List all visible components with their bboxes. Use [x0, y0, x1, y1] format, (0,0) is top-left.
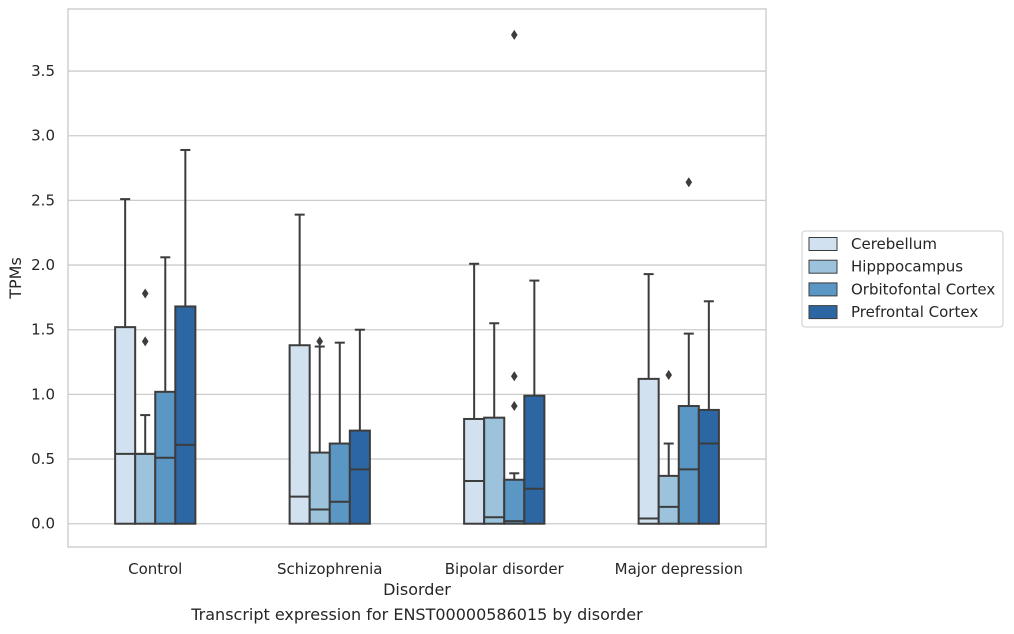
- box-group: [114, 198, 137, 525]
- x-tick-labels: Control Schizophrenia Bipolar disorder Majo…: [128, 560, 743, 578]
- box-group: [657, 369, 680, 525]
- box-group: [174, 148, 197, 525]
- box: [677, 405, 700, 525]
- box-group: [483, 322, 506, 525]
- box: [697, 408, 720, 525]
- legend-swatch: [808, 305, 838, 320]
- box: [288, 344, 311, 525]
- box-group: [637, 273, 660, 525]
- outlier-point: [665, 369, 673, 380]
- y-tick-label: 2.5: [31, 191, 55, 209]
- box: [483, 416, 506, 525]
- y-tick-label: 3.0: [31, 127, 55, 145]
- y-tick-label: 0.5: [31, 450, 55, 468]
- box-group: [134, 288, 157, 525]
- legend-swatch: [808, 282, 838, 297]
- box-group: [523, 279, 546, 525]
- box-group: [697, 300, 720, 525]
- x-tick-label: Bipolar disorder: [445, 560, 565, 578]
- box-group: [288, 213, 311, 525]
- outlier-point: [685, 177, 693, 188]
- box-group: [308, 336, 331, 525]
- x-tick-label: Schizophrenia: [277, 560, 382, 578]
- box-group: [328, 341, 351, 525]
- boxes: [114, 29, 720, 525]
- legend-frame: [801, 230, 1004, 328]
- y-tick-label: 0.0: [31, 515, 55, 533]
- x-axis-label: Disorder: [383, 580, 451, 599]
- box-group: [677, 177, 700, 525]
- outlier-point: [141, 288, 149, 299]
- outlier-point: [141, 336, 149, 347]
- legend: Cerebellum Hipppocampus Orbitofontal Corte…: [801, 230, 1004, 328]
- x-tick-label: Major depression: [615, 560, 743, 578]
- chart-caption: Transcript expression for ENST0000058601…: [191, 605, 643, 624]
- box: [503, 478, 526, 525]
- box: [134, 452, 157, 525]
- legend-label: Hipppocampus: [851, 258, 963, 276]
- legend-label: Prefrontal Cortex: [851, 303, 978, 321]
- x-tick-label: Control: [128, 560, 182, 578]
- y-tick-label: 1.0: [31, 385, 55, 403]
- box: [637, 377, 660, 525]
- plot-frame: [67, 8, 767, 548]
- y-tick-label: 2.0: [31, 256, 55, 274]
- box: [523, 394, 546, 525]
- y-tick-label: 3.5: [31, 62, 55, 80]
- legend-label: Cerebellum: [851, 235, 937, 253]
- outlier-point: [316, 336, 324, 347]
- outlier-point: [510, 29, 518, 40]
- legend-swatch: [808, 237, 838, 251]
- y-axis-label: TPMs: [6, 257, 25, 300]
- outlier-point: [510, 401, 518, 412]
- y-tick-labels: 0.0 0.5 1.0 1.5 2.0 2.5 3.0 3.5: [31, 62, 55, 533]
- box-group: [154, 256, 177, 525]
- outlier-point: [510, 371, 518, 382]
- box: [174, 305, 197, 525]
- box: [114, 326, 137, 525]
- legend-label: Orbitofontal Cortex: [851, 280, 995, 298]
- box: [328, 442, 351, 525]
- box: [657, 474, 680, 525]
- box-group: [503, 29, 526, 525]
- legend-swatch: [808, 259, 838, 274]
- box-group: [348, 328, 371, 525]
- y-tick-label: 1.5: [31, 321, 55, 339]
- box: [348, 429, 371, 525]
- box: [463, 417, 486, 525]
- box: [308, 451, 331, 525]
